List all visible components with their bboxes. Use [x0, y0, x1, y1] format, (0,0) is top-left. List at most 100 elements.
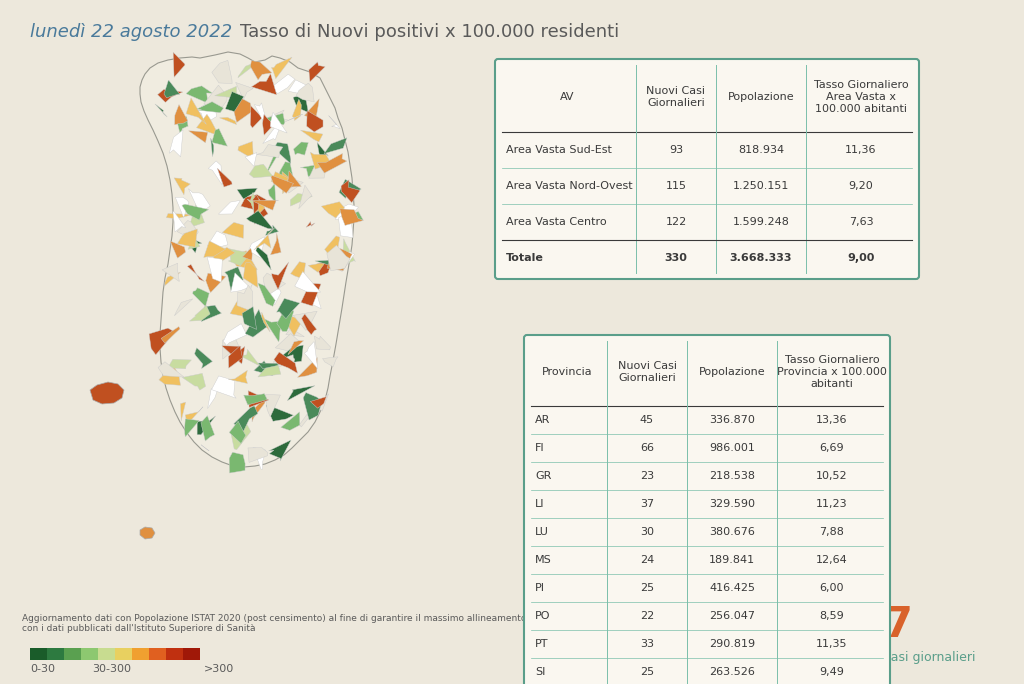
Polygon shape	[263, 273, 286, 297]
Polygon shape	[258, 362, 281, 377]
Polygon shape	[342, 239, 355, 266]
Text: 115: 115	[666, 181, 686, 191]
Text: 24: 24	[640, 555, 654, 565]
Polygon shape	[254, 103, 268, 127]
Polygon shape	[258, 283, 275, 306]
Bar	[81, 648, 98, 660]
Polygon shape	[188, 131, 208, 143]
Bar	[183, 648, 200, 660]
Polygon shape	[182, 205, 209, 220]
Polygon shape	[174, 299, 193, 316]
Polygon shape	[304, 98, 319, 125]
Polygon shape	[304, 341, 317, 369]
Polygon shape	[158, 362, 184, 377]
Polygon shape	[244, 393, 267, 405]
Text: 25: 25	[640, 667, 654, 677]
Polygon shape	[281, 412, 300, 430]
Polygon shape	[254, 360, 273, 376]
Text: 7,88: 7,88	[819, 527, 845, 537]
Polygon shape	[258, 363, 283, 369]
Polygon shape	[270, 112, 287, 133]
Polygon shape	[293, 311, 317, 330]
Polygon shape	[140, 527, 155, 539]
Polygon shape	[245, 397, 266, 422]
Polygon shape	[254, 228, 274, 250]
Text: 380.676: 380.676	[709, 527, 755, 537]
Polygon shape	[159, 365, 180, 385]
Text: 986.001: 986.001	[709, 443, 755, 453]
Polygon shape	[329, 252, 354, 272]
Polygon shape	[186, 98, 207, 124]
Polygon shape	[265, 155, 276, 175]
Text: 33: 33	[640, 639, 654, 649]
Text: Totale Nuovi Positivi: Totale Nuovi Positivi	[598, 651, 722, 664]
Polygon shape	[242, 306, 257, 330]
Polygon shape	[282, 172, 296, 194]
Polygon shape	[228, 249, 249, 265]
Text: Popolazione: Popolazione	[698, 367, 765, 377]
Polygon shape	[323, 357, 338, 367]
Text: 416.425: 416.425	[709, 583, 755, 593]
Text: 329.590: 329.590	[709, 499, 755, 509]
Text: PT: PT	[535, 639, 549, 649]
Polygon shape	[314, 336, 331, 350]
Text: Aggiornamento dati con Popolazione ISTAT 2020 (post censimento) al fine di garan: Aggiornamento dati con Popolazione ISTAT…	[22, 614, 526, 633]
Text: 107: 107	[826, 605, 913, 647]
Polygon shape	[292, 99, 301, 120]
Polygon shape	[275, 334, 300, 353]
Text: Provincia: Provincia	[542, 367, 592, 377]
Polygon shape	[166, 213, 193, 219]
Polygon shape	[316, 259, 333, 276]
Polygon shape	[268, 440, 291, 461]
Polygon shape	[188, 189, 210, 213]
Bar	[115, 648, 132, 660]
Text: LI: LI	[535, 499, 545, 509]
Text: SI: SI	[535, 667, 546, 677]
Polygon shape	[175, 105, 187, 124]
Polygon shape	[262, 312, 270, 332]
Polygon shape	[251, 200, 279, 210]
Polygon shape	[271, 262, 289, 289]
Polygon shape	[164, 80, 180, 98]
Polygon shape	[219, 118, 237, 124]
Polygon shape	[243, 248, 252, 261]
Polygon shape	[266, 405, 294, 421]
Polygon shape	[201, 305, 221, 321]
Polygon shape	[204, 241, 225, 257]
Bar	[98, 648, 115, 660]
Text: 45: 45	[640, 415, 654, 425]
Polygon shape	[90, 382, 124, 404]
Polygon shape	[276, 306, 294, 332]
Polygon shape	[230, 294, 255, 319]
Text: 218.538: 218.538	[709, 471, 755, 481]
Polygon shape	[300, 130, 323, 142]
Text: 189.841: 189.841	[709, 555, 755, 565]
Polygon shape	[225, 92, 244, 111]
Polygon shape	[185, 407, 203, 424]
Polygon shape	[324, 137, 347, 154]
Polygon shape	[161, 327, 180, 343]
Text: 330: 330	[665, 253, 687, 263]
Polygon shape	[286, 327, 304, 337]
Polygon shape	[212, 60, 232, 83]
Polygon shape	[222, 337, 240, 359]
Text: Tasso di Nuovi positivi x 100.000 residenti: Tasso di Nuovi positivi x 100.000 reside…	[241, 23, 620, 41]
Polygon shape	[306, 222, 315, 227]
Polygon shape	[256, 246, 271, 270]
Polygon shape	[276, 298, 300, 319]
Polygon shape	[222, 345, 245, 364]
Polygon shape	[262, 110, 284, 120]
Polygon shape	[180, 402, 185, 421]
Text: Nuovi Casi
Giornalieri: Nuovi Casi Giornalieri	[617, 360, 677, 383]
Polygon shape	[207, 257, 222, 282]
Polygon shape	[223, 324, 247, 345]
Polygon shape	[276, 174, 303, 193]
Polygon shape	[300, 404, 314, 427]
Polygon shape	[222, 222, 244, 238]
Text: 290.819: 290.819	[709, 639, 755, 649]
Polygon shape	[195, 347, 212, 369]
Polygon shape	[188, 237, 200, 249]
Text: 0-30: 0-30	[30, 664, 55, 674]
Polygon shape	[247, 211, 273, 229]
Polygon shape	[165, 272, 180, 286]
